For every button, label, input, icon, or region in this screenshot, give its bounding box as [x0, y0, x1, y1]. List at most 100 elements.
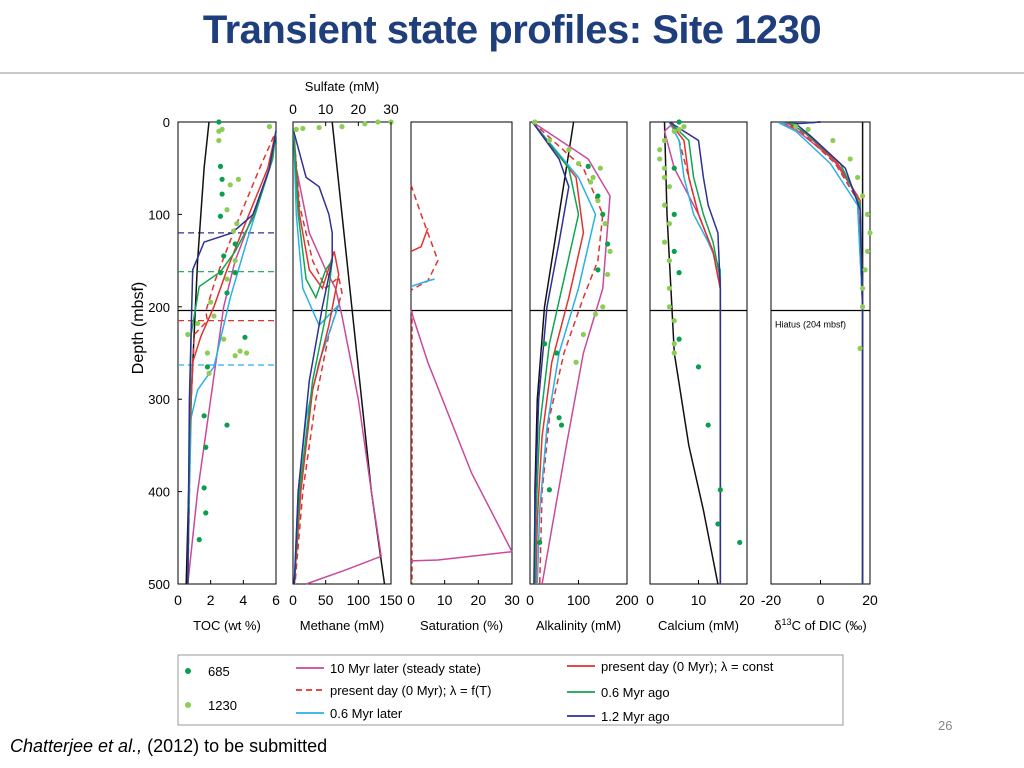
point-1230	[235, 176, 242, 182]
point-1230	[859, 193, 866, 199]
panel-toc	[177, 119, 277, 585]
legend-label: 0.6 Myr later	[330, 706, 403, 721]
point-1230	[234, 221, 240, 227]
legend-label: 10 Myr later (steady state)	[330, 661, 481, 676]
x-tick-label: 10	[437, 592, 453, 608]
point-685	[671, 248, 677, 254]
point-1230	[671, 318, 677, 324]
point-1230	[219, 126, 225, 132]
point-1230	[592, 311, 599, 317]
point-1230	[602, 221, 608, 227]
point-685	[671, 211, 677, 217]
x-axis-label: δ13C of DIC (‰)	[774, 617, 866, 633]
point-1230	[532, 119, 538, 125]
point-1230	[666, 221, 673, 227]
top-tick-label: 0	[289, 101, 297, 117]
point-1230	[805, 126, 811, 132]
point-sulfate	[316, 124, 322, 131]
series-line-black	[331, 121, 386, 585]
point-1230	[266, 124, 273, 130]
point-1230	[657, 147, 663, 153]
point-685	[242, 334, 248, 340]
series-line-ago06	[668, 121, 722, 584]
point-1230	[864, 211, 871, 217]
point-685	[558, 422, 565, 428]
point-1230	[661, 174, 668, 181]
point-685	[705, 422, 711, 428]
point-1230	[676, 126, 682, 132]
point-685	[676, 119, 682, 125]
point-1230	[855, 174, 861, 181]
point-1230	[671, 350, 677, 356]
x-tick-label: 100	[347, 592, 371, 608]
x-tick-label: 100	[567, 592, 591, 608]
series-line-steady	[531, 121, 611, 585]
point-1230	[661, 202, 668, 208]
point-685	[715, 521, 721, 527]
series-line-present_ft	[187, 130, 277, 585]
point-685	[232, 241, 238, 247]
panel-calcium	[649, 119, 748, 585]
point-1230	[859, 304, 866, 310]
series-line-ago12	[292, 131, 333, 585]
point-685	[221, 253, 227, 259]
point-1230	[681, 124, 687, 130]
x-axis-label: Calcium (mM)	[658, 618, 739, 633]
point-1230	[208, 299, 214, 305]
point-1230	[661, 239, 668, 245]
point-1230	[671, 341, 677, 347]
legend-box	[177, 654, 844, 726]
point-685	[717, 487, 723, 493]
panel-frame	[177, 121, 277, 585]
point-685	[217, 270, 224, 276]
x-axis-label: Alkalinity (mM)	[536, 618, 621, 633]
point-1230	[666, 285, 673, 291]
point-1230	[230, 228, 237, 234]
x-tick-label: 20	[739, 592, 755, 608]
top-tick-label: 20	[351, 101, 367, 117]
series-line-present_const	[410, 228, 429, 253]
citation-authors: Chatterjee et al.,	[10, 736, 143, 756]
point-1230	[666, 304, 673, 310]
point-1230	[867, 230, 873, 236]
point-685	[203, 510, 209, 516]
series-line-ago12	[187, 131, 277, 585]
point-685	[737, 539, 743, 546]
series-line-later06	[668, 121, 722, 584]
panel-methane	[292, 119, 394, 585]
x-tick-label: 0	[174, 592, 182, 608]
series-line-ago06	[187, 131, 277, 585]
y-tick-label: 300	[148, 392, 170, 407]
panel-frame	[292, 121, 392, 585]
x-tick-label: 0	[817, 592, 825, 608]
point-1230	[216, 137, 222, 144]
point-1230	[859, 285, 866, 291]
series-line-later06	[531, 121, 597, 585]
point-1230	[575, 160, 582, 167]
point-685	[695, 364, 702, 370]
x-tick-label: 30	[504, 592, 520, 608]
hiatus-label: Hiatus (204 mbsf)	[775, 319, 846, 329]
point-1230	[857, 345, 863, 351]
point-685	[201, 413, 207, 419]
panel-alkalinity	[529, 119, 628, 585]
point-1230	[237, 348, 243, 354]
point-685	[217, 163, 224, 169]
point-685	[585, 163, 591, 169]
series-line-steady	[783, 121, 864, 584]
point-1230	[204, 350, 210, 356]
point-1230	[661, 137, 668, 144]
panel-saturation	[410, 121, 514, 585]
point-sulfate	[300, 125, 306, 132]
point-1230	[244, 350, 250, 356]
point-685	[546, 487, 553, 493]
series-line-ago06	[292, 131, 333, 585]
point-sulfate	[362, 121, 368, 127]
point-685	[541, 341, 548, 347]
point-685	[217, 213, 224, 219]
point-1230	[597, 165, 603, 171]
x-tick-label: 4	[239, 592, 247, 608]
x-tick-label: 50	[318, 592, 334, 608]
point-1230	[211, 313, 217, 319]
x-tick-label: 10	[691, 592, 707, 608]
